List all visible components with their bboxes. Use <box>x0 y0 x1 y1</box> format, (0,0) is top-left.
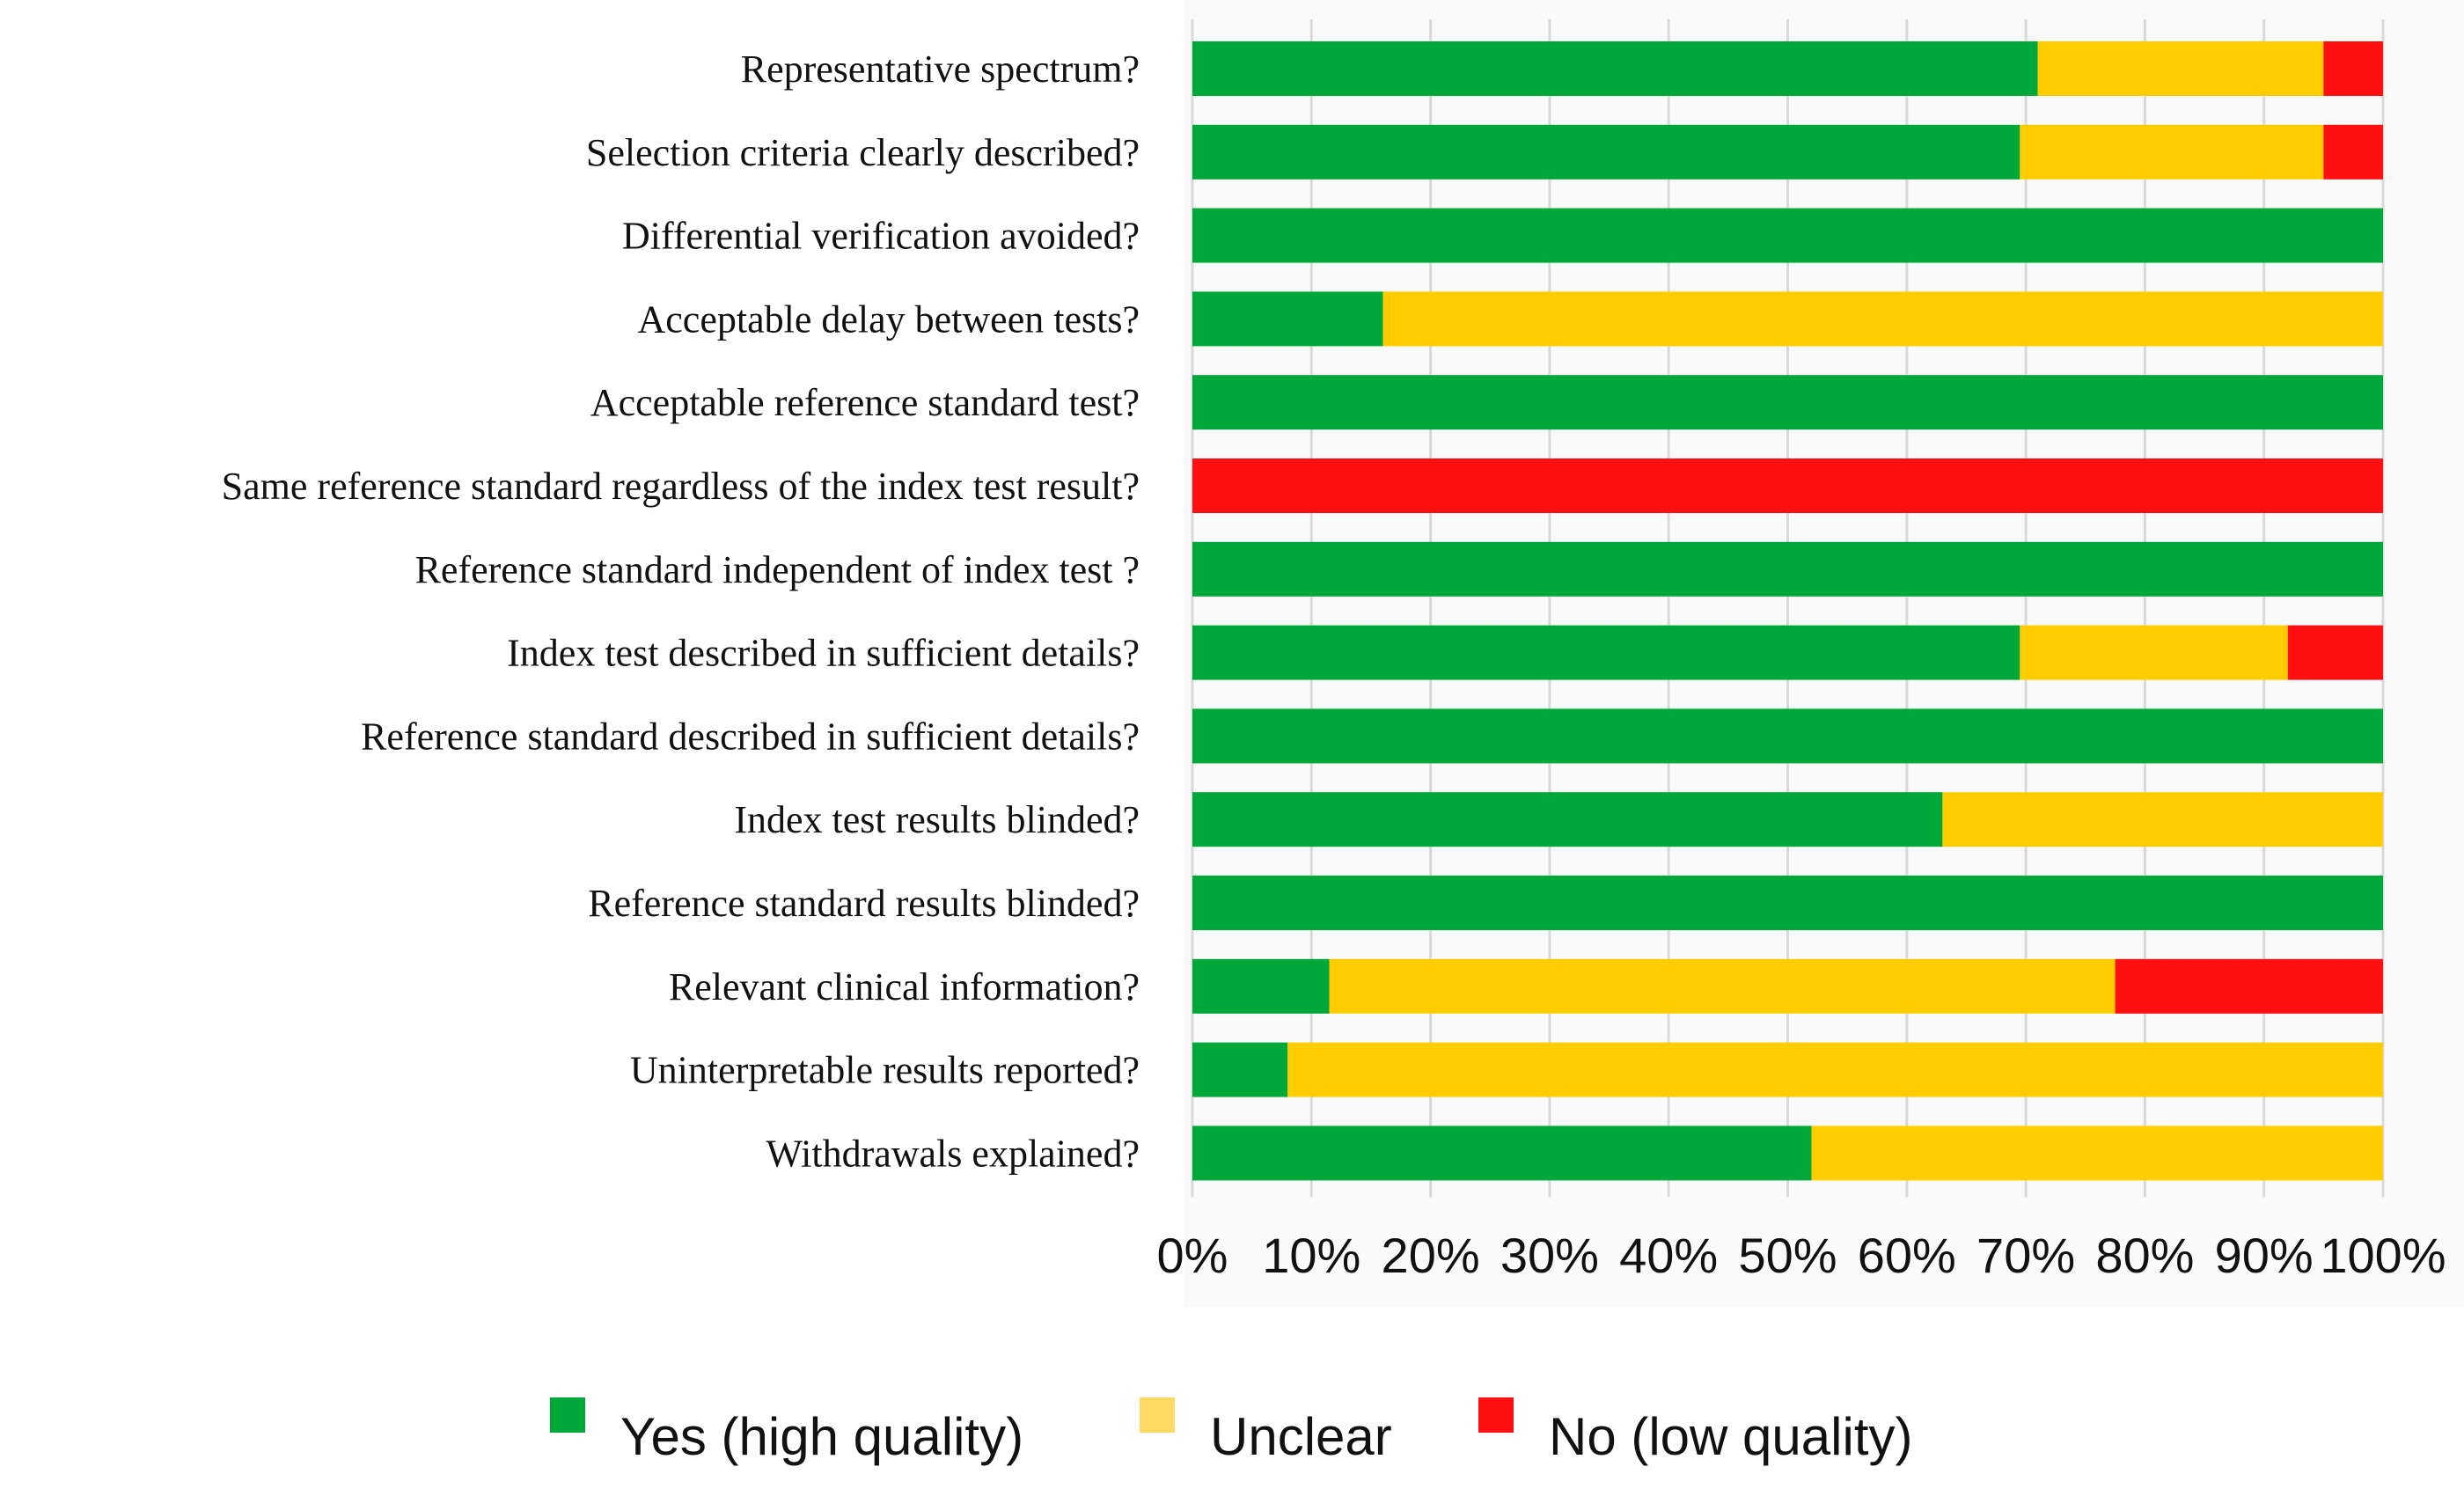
category-label-7: Reference standard independent of index … <box>415 548 1140 591</box>
x-tick-label-0: 0% <box>1157 1228 1228 1283</box>
category-label-3: Differential verification avoided? <box>622 215 1140 258</box>
x-tick-label-1: 10% <box>1262 1228 1360 1283</box>
bar-unclear-12 <box>1329 958 2116 1014</box>
category-label-10: Index test results blinded? <box>734 798 1140 841</box>
bar-yes-high-quality-2 <box>1192 124 2020 180</box>
bar-yes-high-quality-5 <box>1192 375 2383 430</box>
bar-yes-high-quality-7 <box>1192 541 2383 597</box>
bar-unclear-10 <box>1942 792 2383 847</box>
legend-swatch-unclear <box>1140 1397 1175 1433</box>
x-tick-label-6: 60% <box>1858 1228 1956 1283</box>
legend-swatch-yes <box>550 1397 585 1433</box>
bar-no-low-quality-1 <box>2323 41 2383 96</box>
bar-yes-high-quality-10 <box>1192 792 1943 847</box>
x-tick-label-10: 100% <box>2320 1228 2446 1283</box>
legend: Yes (high quality) Unclear No (low quali… <box>528 1382 2024 1496</box>
legend-label-yes: Yes (high quality) <box>620 1407 1024 1466</box>
bar-unclear-13 <box>1287 1042 2383 1097</box>
bar-yes-high-quality-14 <box>1192 1126 1812 1181</box>
legend-label-unclear: Unclear <box>1210 1407 1392 1466</box>
bar-no-low-quality-12 <box>2115 958 2383 1014</box>
x-tick-label-3: 30% <box>1500 1228 1599 1283</box>
bar-yes-high-quality-13 <box>1192 1042 1288 1097</box>
category-label-9: Reference standard described in sufficie… <box>361 715 1140 758</box>
bar-unclear-8 <box>2020 625 2288 680</box>
bar-unclear-2 <box>2020 124 2324 180</box>
x-tick-label-2: 20% <box>1382 1228 1480 1283</box>
bar-yes-high-quality-1 <box>1192 41 2038 96</box>
category-label-8: Index test described in sufficient detai… <box>507 632 1140 675</box>
x-tick-label-4: 40% <box>1619 1228 1718 1283</box>
legend-label-no: No (low quality) <box>1549 1407 1913 1466</box>
bar-unclear-4 <box>1382 291 2383 347</box>
category-label-1: Representative spectrum? <box>741 48 1140 91</box>
category-label-12: Relevant clinical information? <box>669 965 1140 1008</box>
category-label-5: Acceptable reference standard test? <box>590 381 1140 424</box>
bar-no-low-quality-6 <box>1192 458 2383 513</box>
bar-no-low-quality-2 <box>2323 124 2383 180</box>
bar-no-low-quality-8 <box>2287 625 2383 680</box>
bar-yes-high-quality-4 <box>1192 291 1383 347</box>
bar-yes-high-quality-12 <box>1192 958 1330 1014</box>
bar-yes-high-quality-3 <box>1192 208 2383 263</box>
category-label-14: Withdrawals explained? <box>766 1132 1140 1175</box>
bar-yes-high-quality-9 <box>1192 708 2383 764</box>
legend-swatch-no <box>1478 1397 1514 1433</box>
category-label-13: Uninterpretable results reported? <box>630 1049 1140 1092</box>
bar-unclear-1 <box>2037 41 2324 96</box>
x-tick-label-9: 90% <box>2215 1228 2314 1283</box>
x-tick-label-7: 70% <box>1976 1228 2075 1283</box>
bar-unclear-14 <box>1811 1126 2383 1181</box>
category-label-11: Reference standard results blinded? <box>588 882 1140 925</box>
bar-yes-high-quality-8 <box>1192 625 2020 680</box>
category-label-6: Same reference standard regardless of th… <box>222 465 1140 508</box>
x-tick-label-8: 80% <box>2095 1228 2194 1283</box>
bar-yes-high-quality-11 <box>1192 876 2383 930</box>
category-label-4: Acceptable delay between tests? <box>638 297 1140 341</box>
x-tick-label-5: 50% <box>1738 1228 1837 1283</box>
category-label-2: Selection criteria clearly described? <box>586 131 1140 174</box>
